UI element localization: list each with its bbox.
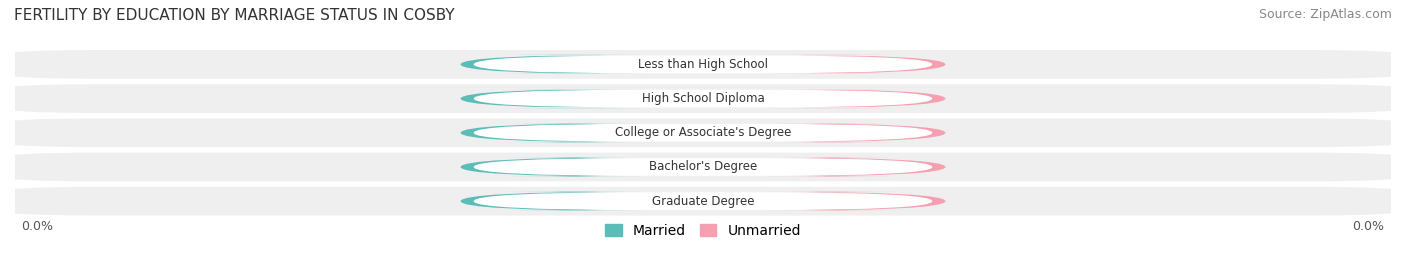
Text: High School Diploma: High School Diploma bbox=[641, 92, 765, 105]
FancyBboxPatch shape bbox=[474, 192, 932, 210]
FancyBboxPatch shape bbox=[1, 118, 1405, 147]
Text: FERTILITY BY EDUCATION BY MARRIAGE STATUS IN COSBY: FERTILITY BY EDUCATION BY MARRIAGE STATU… bbox=[14, 8, 454, 23]
FancyBboxPatch shape bbox=[716, 157, 945, 176]
Text: 0.0%: 0.0% bbox=[815, 196, 846, 206]
FancyBboxPatch shape bbox=[1, 50, 1405, 79]
FancyBboxPatch shape bbox=[461, 55, 690, 74]
FancyBboxPatch shape bbox=[461, 89, 690, 108]
Text: 0.0%: 0.0% bbox=[560, 94, 591, 104]
FancyBboxPatch shape bbox=[474, 124, 932, 142]
FancyBboxPatch shape bbox=[716, 89, 945, 108]
FancyBboxPatch shape bbox=[474, 55, 932, 73]
Text: 0.0%: 0.0% bbox=[815, 162, 846, 172]
Legend: Married, Unmarried: Married, Unmarried bbox=[600, 220, 806, 242]
Text: 0.0%: 0.0% bbox=[560, 59, 591, 69]
Text: 0.0%: 0.0% bbox=[1353, 220, 1385, 233]
Text: Source: ZipAtlas.com: Source: ZipAtlas.com bbox=[1258, 8, 1392, 21]
Text: 0.0%: 0.0% bbox=[815, 128, 846, 138]
FancyBboxPatch shape bbox=[461, 157, 690, 176]
FancyBboxPatch shape bbox=[461, 192, 690, 211]
FancyBboxPatch shape bbox=[716, 55, 945, 74]
Text: 0.0%: 0.0% bbox=[815, 94, 846, 104]
FancyBboxPatch shape bbox=[716, 192, 945, 211]
FancyBboxPatch shape bbox=[1, 153, 1405, 181]
FancyBboxPatch shape bbox=[1, 187, 1405, 215]
Text: College or Associate's Degree: College or Associate's Degree bbox=[614, 126, 792, 139]
Text: 0.0%: 0.0% bbox=[21, 220, 53, 233]
FancyBboxPatch shape bbox=[1, 84, 1405, 113]
Text: 0.0%: 0.0% bbox=[560, 128, 591, 138]
Text: Graduate Degree: Graduate Degree bbox=[652, 195, 754, 208]
Text: 0.0%: 0.0% bbox=[560, 196, 591, 206]
Text: 0.0%: 0.0% bbox=[560, 162, 591, 172]
Text: Less than High School: Less than High School bbox=[638, 58, 768, 71]
Text: 0.0%: 0.0% bbox=[815, 59, 846, 69]
Text: Bachelor's Degree: Bachelor's Degree bbox=[650, 161, 756, 174]
FancyBboxPatch shape bbox=[474, 158, 932, 176]
FancyBboxPatch shape bbox=[461, 123, 690, 142]
FancyBboxPatch shape bbox=[474, 90, 932, 108]
FancyBboxPatch shape bbox=[716, 123, 945, 142]
